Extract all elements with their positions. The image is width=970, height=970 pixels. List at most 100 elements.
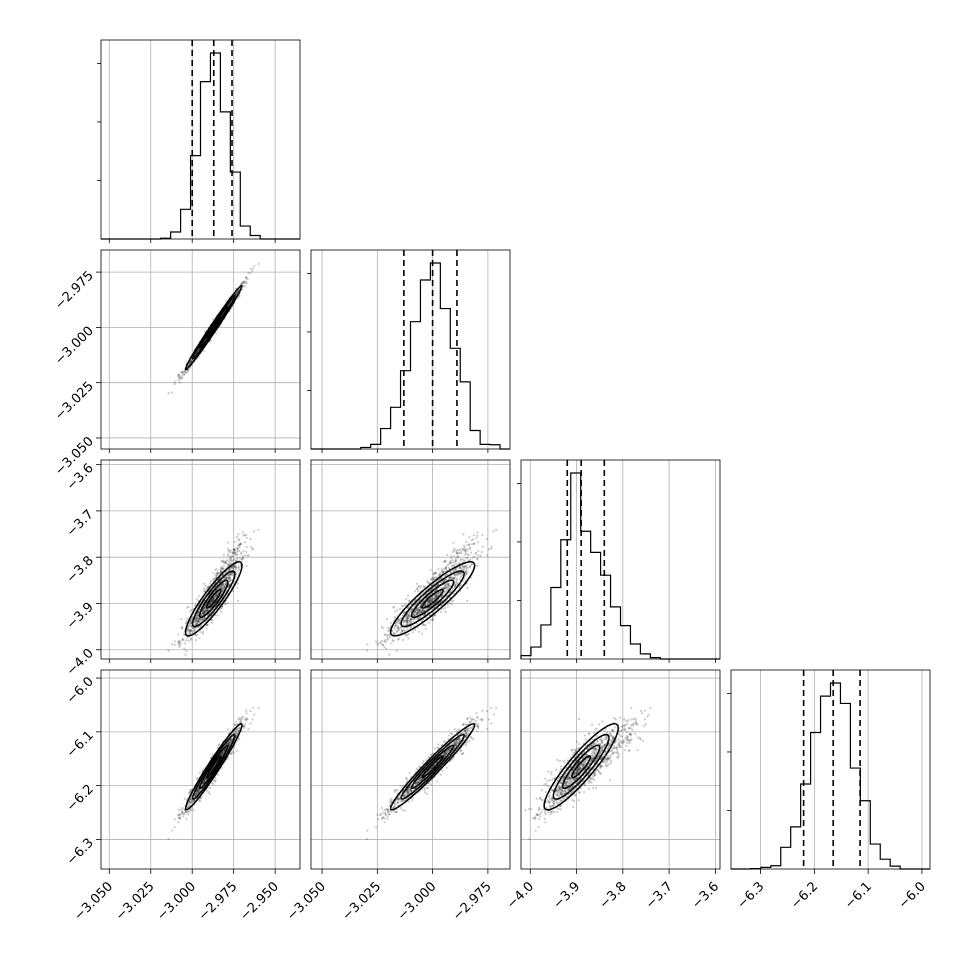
panel-2-0: −4.0−3.9−3.8−3.7−3.6 bbox=[64, 459, 301, 679]
sample-point bbox=[417, 585, 420, 589]
sample-point bbox=[194, 621, 197, 624]
sample-point bbox=[203, 617, 206, 620]
sample-point bbox=[223, 583, 226, 586]
sample-point bbox=[199, 617, 202, 621]
sample-point bbox=[481, 534, 484, 537]
sample-point bbox=[406, 621, 409, 624]
sample-point bbox=[187, 627, 190, 630]
sample-point bbox=[241, 715, 245, 718]
sample-point bbox=[221, 567, 224, 570]
sample-point bbox=[221, 583, 224, 586]
sample-point bbox=[473, 542, 476, 545]
sample-point bbox=[435, 595, 438, 598]
sample-point bbox=[243, 284, 246, 288]
sample-point bbox=[202, 782, 205, 785]
sample-point bbox=[240, 282, 243, 286]
sample-point bbox=[214, 595, 218, 598]
sample-point bbox=[209, 602, 212, 605]
sample-point bbox=[461, 564, 464, 568]
sample-point bbox=[238, 738, 241, 741]
sample-point bbox=[464, 548, 467, 551]
sample-point bbox=[222, 752, 225, 755]
sample-point bbox=[393, 625, 396, 628]
sample-point bbox=[221, 568, 224, 571]
sample-point bbox=[411, 631, 414, 634]
sample-point bbox=[420, 610, 424, 614]
sample-point bbox=[210, 621, 214, 624]
sample-point bbox=[246, 718, 249, 721]
sample-point bbox=[238, 538, 241, 541]
sample-point bbox=[443, 574, 447, 577]
sample-point bbox=[404, 621, 407, 624]
sample-point bbox=[228, 577, 232, 580]
sample-point bbox=[188, 363, 191, 366]
sample-point bbox=[418, 608, 421, 612]
sample-point bbox=[412, 619, 415, 622]
sample-point bbox=[173, 818, 176, 821]
sample-point bbox=[212, 598, 215, 601]
sample-point bbox=[392, 639, 395, 643]
sample-point bbox=[416, 617, 419, 620]
sample-point bbox=[240, 283, 243, 286]
sample-point bbox=[396, 620, 399, 623]
sample-point bbox=[215, 568, 218, 571]
sample-point bbox=[183, 633, 186, 636]
sample-point bbox=[457, 555, 460, 558]
sample-point bbox=[240, 558, 243, 561]
sample-point bbox=[434, 585, 437, 588]
sample-point bbox=[207, 791, 210, 794]
sample-point bbox=[416, 606, 420, 609]
sample-point bbox=[239, 542, 243, 545]
sample-point bbox=[405, 614, 408, 617]
sample-point bbox=[229, 573, 232, 576]
sample-point bbox=[177, 641, 180, 644]
sample-point bbox=[466, 553, 469, 556]
sample-point bbox=[194, 619, 197, 622]
sample-point bbox=[221, 752, 224, 755]
sample-point bbox=[435, 594, 438, 598]
sample-point bbox=[233, 565, 236, 568]
sample-point bbox=[224, 561, 228, 564]
sample-point bbox=[193, 626, 197, 630]
sample-point bbox=[214, 573, 217, 576]
sample-point bbox=[401, 629, 404, 632]
sample-point bbox=[237, 544, 240, 547]
sample-point bbox=[432, 572, 435, 575]
sample-point bbox=[215, 576, 218, 579]
sample-point bbox=[402, 619, 406, 622]
sample-point bbox=[444, 610, 447, 613]
sample-point bbox=[200, 613, 203, 616]
sample-point bbox=[203, 612, 206, 615]
sample-point bbox=[463, 565, 467, 568]
sample-point bbox=[195, 617, 198, 621]
sample-point bbox=[243, 723, 246, 726]
sample-point bbox=[235, 551, 238, 554]
sample-point bbox=[238, 720, 242, 723]
sample-point bbox=[366, 643, 369, 646]
sample-point bbox=[459, 559, 463, 562]
sample-point bbox=[188, 801, 191, 804]
sample-point bbox=[187, 605, 190, 608]
panel-frame bbox=[310, 459, 511, 660]
sample-point bbox=[203, 609, 206, 612]
contour-3 bbox=[205, 316, 222, 339]
sample-point bbox=[178, 645, 181, 649]
sample-point bbox=[209, 600, 212, 603]
sample-point bbox=[178, 381, 181, 384]
sample-point bbox=[475, 558, 479, 561]
sample-point bbox=[407, 637, 410, 640]
sample-point bbox=[251, 548, 254, 551]
sample-point bbox=[409, 618, 412, 622]
sample-point bbox=[415, 608, 418, 611]
sample-point bbox=[415, 587, 418, 590]
sample-point bbox=[403, 629, 406, 632]
sample-point bbox=[188, 800, 192, 803]
sample-point bbox=[413, 610, 417, 613]
sample-point bbox=[418, 606, 421, 609]
sample-point bbox=[194, 616, 198, 620]
sample-point bbox=[234, 559, 237, 563]
sample-point bbox=[190, 621, 193, 624]
sample-point bbox=[242, 281, 245, 284]
sample-point bbox=[243, 541, 246, 544]
sample-point bbox=[450, 576, 453, 580]
